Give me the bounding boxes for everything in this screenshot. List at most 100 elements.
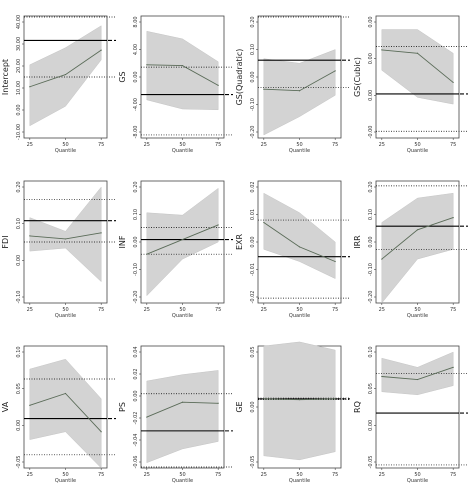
- y-axis-label: FDI: [1, 235, 10, 248]
- x-tick-label: 75: [332, 472, 338, 478]
- x-tick-label: 50: [414, 307, 420, 313]
- y-tick-label: 0.00: [133, 390, 139, 401]
- y-tick-label: -0.02: [133, 412, 139, 425]
- y-tick-label: -0.05: [250, 456, 256, 469]
- x-tick-label: 50: [179, 472, 185, 478]
- y-tick-label: -0.05: [368, 456, 374, 469]
- y-tick-label: -0.10: [133, 263, 139, 276]
- y-axis-label: GS(Quadratic): [235, 49, 244, 106]
- x-tick-label: 75: [450, 142, 456, 148]
- y-tick-label: 0.02: [133, 368, 139, 379]
- x-axis-label: Quantile: [55, 478, 76, 484]
- y-tick-label: 0.20: [368, 181, 374, 192]
- quantile-estimate-point: [146, 253, 148, 255]
- panel-intercept: -10.00 0.00 10.00 20.00 30.00 40.00 Intercept 2…: [1, 15, 116, 154]
- quantile-estimate-point: [146, 416, 148, 418]
- y-tick-label: -8.00: [133, 126, 139, 139]
- y-tick-label: -0.10: [250, 98, 256, 111]
- quantile-estimate-point: [452, 366, 454, 368]
- y-tick-label: -0.10: [16, 291, 22, 304]
- y-tick-label: -0.01: [250, 263, 256, 276]
- y-tick-label: 0.20: [16, 181, 22, 192]
- y-tick-label: 0.10: [16, 346, 22, 357]
- ci-band: [146, 370, 219, 463]
- y-axis-label: VA: [1, 401, 10, 412]
- y-tick-label: 0.05: [368, 383, 374, 394]
- ci-band: [263, 192, 336, 279]
- x-tick-label: 50: [296, 142, 302, 148]
- y-tick-label: -0.20: [368, 291, 374, 304]
- y-axis-label: PS: [118, 402, 127, 412]
- quantile-estimate-point: [217, 402, 219, 404]
- x-axis-label: Quantile: [289, 478, 310, 484]
- y-tick-label: 0.05: [16, 383, 22, 394]
- x-axis-label: Quantile: [407, 478, 428, 484]
- quantile-estimate-point: [263, 88, 265, 90]
- ci-band: [146, 31, 219, 110]
- quantile-estimate-point: [452, 81, 454, 84]
- y-tick-label: 4.00: [133, 44, 139, 55]
- panel-gs-cubic: -0.00 0.00 0.00 0.00 GS(Cubic) 25 50 75 Quantile: [353, 15, 468, 154]
- panel-va: -0.05 0.00 0.05 0.10 VA 25 50 75 Quantile: [1, 345, 116, 484]
- x-axis-label: Quantile: [172, 313, 193, 319]
- panel-inf: -0.20 -0.10 0.00 0.10 0.20 INF 25 50 75 Quantile: [118, 180, 233, 319]
- panel-ge: -0.05 0.00 0.05 GE 25 50 75 Quantile: [235, 341, 350, 484]
- quantile-estimate-point: [381, 375, 383, 378]
- x-tick-label: 50: [62, 307, 68, 313]
- y-axis-label: Intercept: [1, 59, 10, 95]
- quantile-estimate-point: [181, 238, 184, 241]
- x-tick-label: 50: [179, 307, 185, 313]
- x-tick-label: 75: [332, 142, 338, 148]
- quantile-estimate-point: [217, 84, 219, 86]
- quantile-estimate-point: [263, 221, 265, 224]
- x-tick-label: 75: [98, 307, 104, 313]
- x-tick-label: 25: [27, 472, 33, 478]
- y-axis-label: GS: [118, 71, 127, 82]
- quantile-estimate-point: [298, 90, 301, 92]
- x-tick-label: 25: [144, 472, 150, 478]
- quantile-estimate-point: [29, 235, 31, 237]
- quantile-estimate-point: [416, 229, 419, 231]
- x-tick-label: 25: [27, 142, 33, 148]
- x-tick-label: 25: [144, 142, 150, 148]
- x-axis-label: Quantile: [407, 313, 428, 319]
- x-tick-label: 25: [144, 307, 150, 313]
- quantile-estimate-point: [29, 86, 31, 88]
- x-tick-label: 25: [261, 307, 267, 313]
- quantile-estimate-point: [217, 224, 219, 226]
- y-tick-label: 0.10: [368, 209, 374, 220]
- y-tick-label: -4.00: [133, 98, 139, 111]
- quantile-estimate-point: [334, 260, 336, 263]
- quantile-estimate-point: [64, 73, 67, 76]
- y-tick-label: -0.06: [133, 456, 139, 469]
- y-tick-label: 0.00: [16, 255, 22, 266]
- y-tick-label: 0.00: [250, 236, 256, 247]
- ci-band: [29, 25, 102, 127]
- quantile-estimate-point: [298, 246, 301, 248]
- y-tick-label: 0.00: [16, 104, 22, 115]
- panel-gs-quadratic: -0.20 -0.10 0.00 0.10 0.20 GS(Quadratic) 25 50 7…: [235, 15, 350, 154]
- y-tick-label: -0.20: [250, 126, 256, 139]
- quantile-estimate-point: [181, 64, 184, 67]
- y-tick-label: -0.04: [133, 434, 139, 447]
- y-tick-label: -0.00: [368, 126, 374, 139]
- y-tick-label: 0.00: [250, 71, 256, 82]
- x-axis-label: Quantile: [289, 148, 310, 154]
- y-tick-label: -0.10: [368, 263, 374, 276]
- quantile-estimate-point: [100, 431, 102, 433]
- y-tick-label: 0.04: [133, 346, 139, 357]
- y-tick-label: 40.00: [16, 15, 22, 29]
- ci-band: [263, 49, 336, 136]
- y-axis-label: IRR: [353, 235, 362, 249]
- y-tick-label: -0.05: [16, 456, 22, 469]
- x-tick-label: 75: [450, 307, 456, 313]
- y-tick-label: 0.00: [16, 420, 22, 431]
- x-tick-label: 50: [179, 142, 185, 148]
- x-axis-label: Quantile: [172, 478, 193, 484]
- ci-band: [263, 341, 336, 461]
- y-tick-label: 0.10: [368, 346, 374, 357]
- x-tick-label: 75: [98, 472, 104, 478]
- quantile-estimate-point: [298, 399, 301, 401]
- x-tick-label: 50: [414, 472, 420, 478]
- y-tick-label: 0.10: [250, 44, 256, 55]
